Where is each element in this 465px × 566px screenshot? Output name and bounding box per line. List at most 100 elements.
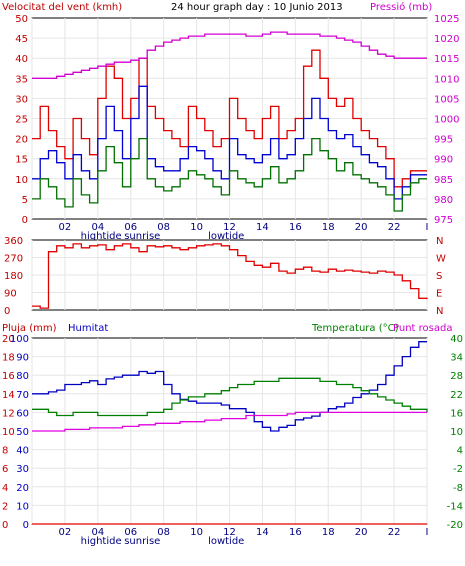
rain-tick-label: 4 bbox=[2, 483, 8, 494]
pressure-tick-label: 990 bbox=[434, 155, 453, 166]
temperature-tick-label: -8 bbox=[453, 483, 463, 494]
humidity-tick-label: 30 bbox=[16, 464, 29, 475]
x-tick-label: 10 bbox=[190, 222, 203, 233]
temperature-axis-label: Temperatura (°C) bbox=[311, 323, 399, 334]
humidity-tick-label: 90 bbox=[16, 353, 29, 364]
x-tick-label: 02 bbox=[59, 527, 72, 538]
dewpoint-axis-label: Punt rosada bbox=[393, 323, 452, 334]
humidity-tick-label: 40 bbox=[16, 446, 29, 457]
wind-pressure-panel: Velocitat del vent (kmh) 24 hour graph d… bbox=[2, 1, 459, 242]
sunrise-label: sunrise bbox=[124, 536, 160, 547]
rain-tick-label: 2 bbox=[2, 501, 8, 512]
x-tick-label: 14 bbox=[256, 222, 269, 233]
hightide-label: hightide bbox=[81, 231, 122, 242]
wind-tick-label: 45 bbox=[15, 34, 28, 45]
x-tick-label: 08 bbox=[157, 527, 170, 538]
wind-tick-label: 25 bbox=[15, 115, 28, 126]
x-tick-label: 22 bbox=[388, 222, 401, 233]
hightide-label: hightide bbox=[81, 536, 122, 547]
temperature-line bbox=[32, 377, 428, 417]
temperature-tick-label: 4 bbox=[457, 446, 463, 457]
x-tick-label: 16 bbox=[289, 222, 302, 233]
direction-tick-label: 90 bbox=[4, 289, 17, 300]
wind-tick-label: 15 bbox=[15, 155, 28, 166]
compass-label: S bbox=[436, 271, 442, 282]
rain-tick-label: 0 bbox=[2, 520, 8, 531]
x-tick-label: 06 bbox=[124, 527, 137, 538]
x-tick-label: 12 bbox=[223, 222, 236, 233]
compass-label: W bbox=[436, 254, 446, 265]
pressure-tick-label: 1020 bbox=[434, 34, 459, 45]
pressure-tick-label: 1025 bbox=[434, 14, 459, 25]
pressure-tick-label: 995 bbox=[434, 135, 453, 146]
x-tick-label: 06 bbox=[124, 222, 137, 233]
sunrise-label: sunrise bbox=[124, 231, 160, 242]
direction-tick-label: 180 bbox=[4, 271, 23, 282]
x-tick-label: 14 bbox=[256, 527, 269, 538]
wind-tick-label: 35 bbox=[15, 74, 28, 85]
x-tick-label: 08 bbox=[157, 222, 170, 233]
x-tick-label: 20 bbox=[355, 222, 368, 233]
pressure-tick-label: 985 bbox=[434, 175, 453, 186]
average-line bbox=[32, 85, 427, 200]
compass-label: N bbox=[436, 306, 443, 317]
pressure-tick-label: 1015 bbox=[434, 54, 459, 65]
x-tick-label: 20 bbox=[355, 527, 368, 538]
humidity-temperature-panel: Pluja (mm) Humitat Temperatura (°C) Punt… bbox=[2, 323, 463, 547]
temperature-tick-label: -14 bbox=[447, 501, 463, 512]
x-tick-label: 04 bbox=[91, 527, 104, 538]
rain-tick-label: 14 bbox=[2, 390, 15, 401]
x-tick-label: I bbox=[426, 527, 429, 538]
pressure-tick-label: 1000 bbox=[434, 115, 459, 126]
humidity-tick-label: 80 bbox=[16, 371, 29, 382]
x-tick-label: 02 bbox=[59, 222, 72, 233]
pressure-tick-label: 980 bbox=[434, 195, 453, 206]
humidity-tick-label: 50 bbox=[16, 427, 29, 438]
temperature-tick-label: 28 bbox=[450, 371, 463, 382]
rain-axis-label: Pluja (mm) bbox=[2, 323, 57, 334]
x-tick-label: 22 bbox=[388, 527, 401, 538]
wind-tick-label: 20 bbox=[15, 135, 28, 146]
humidity-tick-label: 70 bbox=[16, 390, 29, 401]
temperature-tick-label: -20 bbox=[447, 520, 463, 531]
pressure-tick-label: 1005 bbox=[434, 94, 459, 105]
wind-line bbox=[32, 137, 427, 212]
rain-tick-label: 12 bbox=[2, 408, 15, 419]
temperature-tick-label: -2 bbox=[453, 464, 463, 475]
rain-tick-label: 18 bbox=[2, 353, 15, 364]
temperature-tick-label: 16 bbox=[450, 408, 463, 419]
lowtide-label: lowtide bbox=[208, 231, 244, 242]
rain-tick-label: 16 bbox=[2, 371, 15, 382]
wind-axis-label: Velocitat del vent (kmh) bbox=[2, 2, 122, 13]
lowtide-label: lowtide bbox=[208, 536, 244, 547]
compass-label: E bbox=[436, 289, 442, 300]
x-tick-label: I bbox=[426, 222, 429, 233]
humidity-tick-label: 20 bbox=[16, 483, 29, 494]
humidity-tick-label: 100 bbox=[10, 334, 29, 345]
x-tick-label: 16 bbox=[289, 527, 302, 538]
x-tick-label: 12 bbox=[223, 527, 236, 538]
rain-tick-label: 20 bbox=[2, 334, 15, 345]
wind-tick-label: 40 bbox=[15, 54, 28, 65]
rain-tick-label: 8 bbox=[2, 446, 8, 457]
x-tick-label: 04 bbox=[91, 222, 104, 233]
pressure-tick-label: 975 bbox=[434, 215, 453, 226]
chart-title: 24 hour graph day : 10 Junio 2013 bbox=[171, 2, 343, 13]
direction-tick-label: 0 bbox=[4, 306, 10, 317]
humidity-tick-label: 60 bbox=[16, 408, 29, 419]
wind-tick-label: 50 bbox=[15, 14, 28, 25]
humidity-tick-label: 0 bbox=[23, 520, 29, 531]
pressure-line bbox=[32, 31, 427, 79]
humidity-tick-label: 10 bbox=[16, 501, 29, 512]
direction-tick-label: 270 bbox=[4, 254, 23, 265]
x-tick-label: 18 bbox=[322, 527, 335, 538]
dewpoint-line bbox=[32, 411, 427, 432]
wind-tick-label: 0 bbox=[22, 215, 28, 226]
x-tick-label: 10 bbox=[190, 527, 203, 538]
humidity-axis-label: Humitat bbox=[68, 323, 108, 334]
pressure-tick-label: 1010 bbox=[434, 74, 459, 85]
x-tick-label: 18 bbox=[322, 222, 335, 233]
